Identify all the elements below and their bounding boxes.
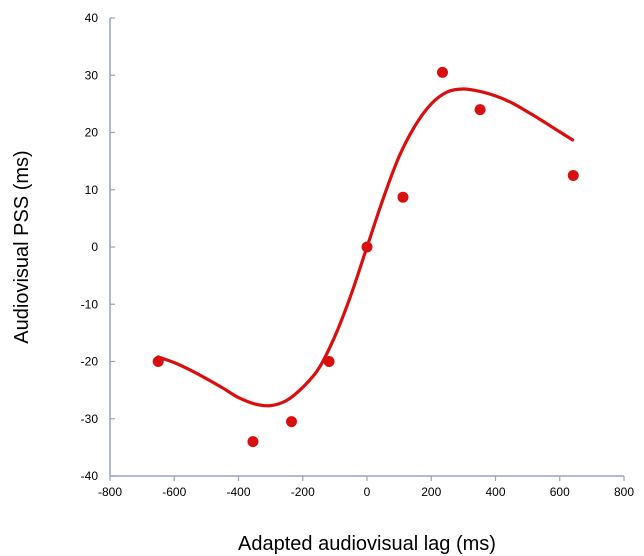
x-axis-title: Adapted audiovisual lag (ms) [238, 533, 496, 555]
data-point [247, 436, 259, 448]
data-point [361, 241, 373, 253]
x-tick-label: 800 [614, 485, 634, 499]
y-tick-label: -10 [81, 297, 99, 311]
x-tick-label: 600 [550, 485, 570, 499]
data-point [152, 356, 164, 367]
x-tick-label: 0 [364, 485, 371, 499]
data-point [474, 104, 486, 116]
data-points [152, 66, 579, 448]
y-axis-ticks: -40 -30 -20 -10 0 10 20 30 40 [81, 11, 115, 483]
y-tick-label: -30 [81, 412, 99, 426]
data-point [323, 356, 335, 367]
y-tick-label: -20 [81, 355, 99, 369]
y-tick-label: 40 [85, 11, 99, 25]
x-tick-label: -200 [291, 485, 315, 499]
y-tick-label: -40 [81, 469, 99, 483]
x-axis-ticks: -800 -600 -400 -200 0 200 400 600 800 [98, 476, 634, 499]
y-axis-title: Audiovisual PSS (ms) [11, 150, 33, 343]
y-tick-label: 20 [85, 126, 99, 140]
x-tick-label: -600 [162, 485, 186, 499]
x-tick-label: -800 [98, 485, 122, 499]
data-point [436, 66, 448, 78]
y-tick-label: 30 [85, 68, 99, 82]
y-tick-label: 10 [85, 183, 99, 197]
y-tick-label: 0 [91, 240, 98, 254]
x-tick-label: 200 [421, 485, 441, 499]
data-point [286, 416, 298, 428]
x-tick-label: -400 [226, 485, 250, 499]
data-point [397, 191, 409, 203]
data-point [567, 169, 579, 181]
x-tick-label: 400 [485, 485, 505, 499]
